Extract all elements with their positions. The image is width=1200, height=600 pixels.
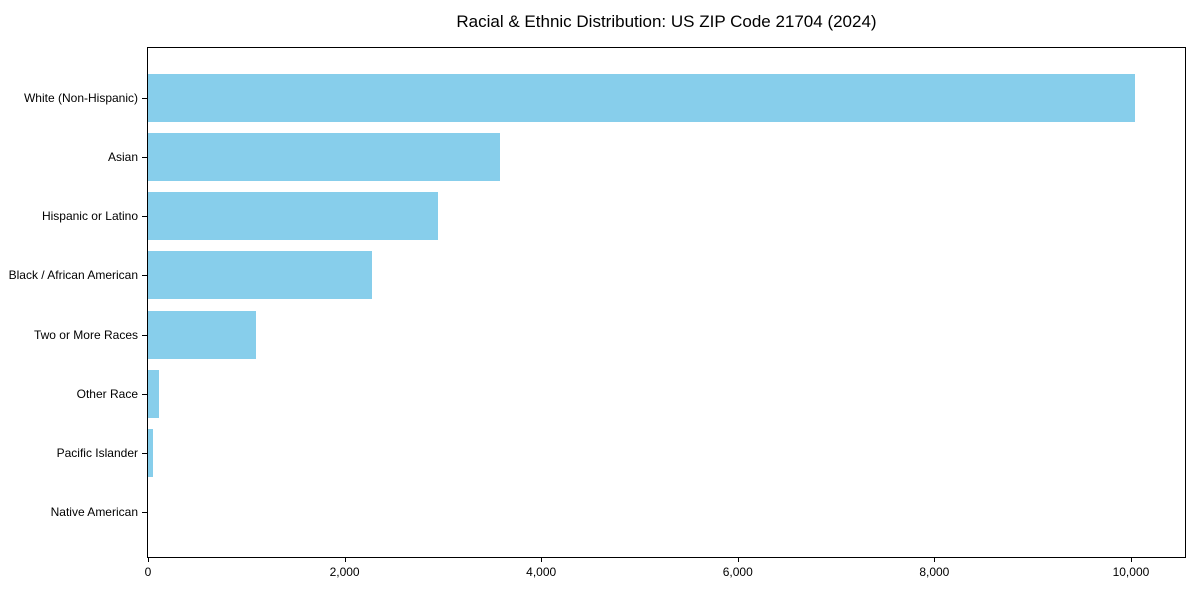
y-axis-tick xyxy=(142,453,148,455)
x-axis-tick xyxy=(1130,557,1132,562)
y-axis-label: Pacific Islander xyxy=(56,446,138,461)
chart-title: Racial & Ethnic Distribution: US ZIP Cod… xyxy=(456,12,877,31)
plot-area: White (Non-Hispanic) Asian Hispanic or Lat… xyxy=(9,47,1186,579)
y-axis-label: Native American xyxy=(50,505,138,520)
y-axis-tick xyxy=(142,275,148,277)
x-axis-tick-label: 0 xyxy=(144,565,152,579)
x-axis-tick-label: 8,000 xyxy=(919,565,950,579)
x-axis-tick-label: 2,000 xyxy=(329,565,360,579)
bar xyxy=(148,73,1135,122)
bar-rows-container: White (Non-Hispanic) Asian Hispanic or Lat… xyxy=(9,48,1185,557)
y-axis-label: Black / African American xyxy=(8,268,138,283)
x-axis-tick-label: 10,000 xyxy=(1112,565,1150,579)
y-axis-tick xyxy=(142,393,148,395)
x-axis-tick-label: 4,000 xyxy=(526,565,557,579)
bar xyxy=(148,251,373,300)
bar-row: Two or More Races xyxy=(34,305,1185,364)
y-axis-tick xyxy=(142,216,148,218)
y-axis-label: Two or More Races xyxy=(33,327,138,342)
bar-row: Hispanic or Latino xyxy=(42,187,1185,246)
x-axis-tick-label: 6,000 xyxy=(722,565,753,579)
y-axis-label: White (Non-Hispanic) xyxy=(23,90,138,105)
x-axis-tick xyxy=(934,557,936,562)
y-axis-tick xyxy=(142,334,148,336)
bar-row: Native American xyxy=(51,483,1185,542)
x-axis-tick xyxy=(148,557,149,562)
bar xyxy=(148,429,153,478)
y-axis-label: Asian xyxy=(107,149,138,164)
bar-row: White (Non-Hispanic) xyxy=(24,68,1185,127)
bar xyxy=(148,369,159,418)
x-axis-tick xyxy=(344,557,346,562)
bar-row: Pacific Islander xyxy=(57,424,1185,483)
y-axis-label: Other Race xyxy=(76,386,138,401)
y-axis-tick xyxy=(142,156,148,158)
y-axis-tick xyxy=(142,97,148,99)
x-axis-tick xyxy=(737,557,739,562)
bar-row: Other Race xyxy=(77,364,1185,423)
y-axis-tick xyxy=(142,512,148,514)
x-axis-tick xyxy=(541,557,543,562)
bar xyxy=(148,192,438,241)
bar-row: Black / African American xyxy=(9,246,1185,305)
bar-row: Asian xyxy=(108,127,1185,186)
bar xyxy=(148,310,257,359)
y-axis-label: Hispanic or Latino xyxy=(41,209,138,224)
bar xyxy=(148,132,500,181)
